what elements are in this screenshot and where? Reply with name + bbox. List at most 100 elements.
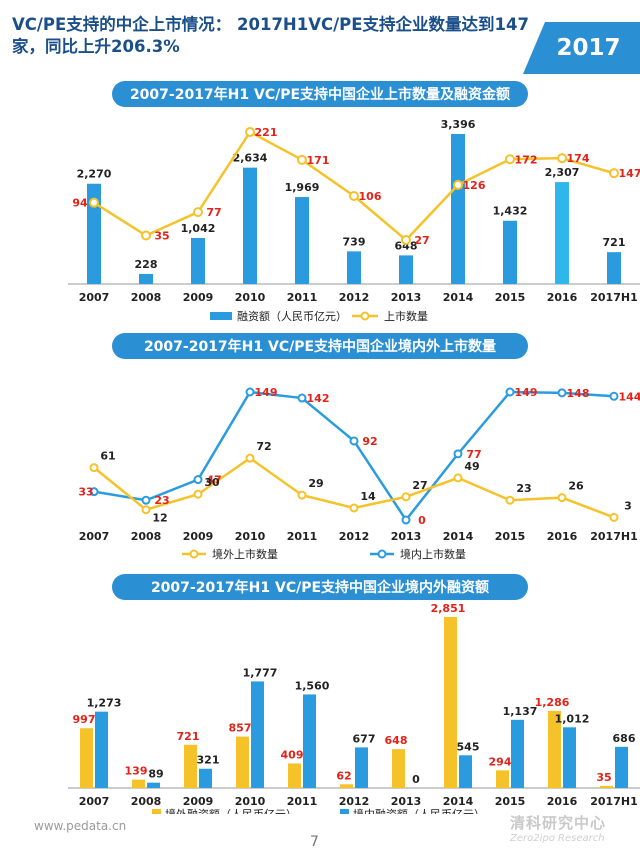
domestic-value-label: 23 [154,494,169,507]
x-tick-label: 2014 [443,291,474,304]
x-tick-label: 2017H1 [590,795,637,808]
legend-marker [360,311,370,321]
x-tick-label: 2013 [391,530,422,543]
x-tick-label: 2011 [287,291,318,304]
line-value-label: 221 [255,126,278,139]
bar-value-label: 2,270 [77,168,112,181]
bar-value-label: 1,432 [493,205,528,218]
domestic-value-label: 144 [619,390,640,403]
bar-domestic [147,782,160,788]
legend-label: 境内上市数量 [400,547,466,561]
domestic-value-label: 1,137 [503,705,538,718]
line-point [609,512,619,522]
page-headline: VC/PE支持的中企上市情况： 2017H1VC/PE支持企业数量达到147家，… [12,15,529,56]
line-point [557,153,567,164]
line-point [297,154,307,165]
bar-domestic [615,746,628,788]
domestic-value-label: 33 [78,486,93,499]
x-tick-label: 2009 [183,530,214,543]
overseas-value-label: 409 [281,748,304,761]
domestic-value-label: 149 [255,386,278,399]
x-tick-label: 2015 [495,530,526,543]
legend-label: 境外融资额（人民币亿元） [165,807,297,814]
x-tick-label: 2009 [183,291,214,304]
bar-overseas [132,779,145,788]
legend-marker [377,549,387,559]
overseas-value-label: 35 [596,771,611,784]
x-tick-label: 2007 [79,291,110,304]
line-point [557,388,567,398]
legend-label: 境内融资额（人民币亿元） [353,807,485,814]
x-tick-label: 2014 [443,795,474,808]
overseas-value-label: 72 [256,440,271,453]
x-tick-label: 2009 [183,795,214,808]
overseas-value-label: 62 [336,769,351,782]
brand-logo: 清科研究中心 Zero2ipo Research [510,814,607,844]
line-point [401,515,411,525]
footer-url[interactable]: www.pedata.cn [34,819,127,833]
chart2-title: 2007-2017年H1 VC/PE支持中国企业境内外上市数量 [112,333,528,359]
bar-domestic [563,727,576,788]
line-point [141,495,151,505]
bar-overseas [184,744,197,788]
chart3-title: 2007-2017年H1 VC/PE支持中国企业境内外融资额 [112,574,528,600]
x-tick-label: 2010 [235,795,266,808]
bar-financing [87,183,101,284]
x-tick-label: 2013 [391,795,422,808]
overseas-value-label: 26 [568,480,584,493]
domestic-value-label: 0 [412,773,420,786]
line-value-label: 147 [619,167,640,180]
overseas-value-label: 49 [464,460,479,473]
legend-swatch-bar [210,312,232,320]
bar-domestic [251,681,264,788]
bar-domestic [95,711,108,788]
line-point [245,453,255,463]
overseas-value-label: 30 [204,476,220,489]
x-tick-label: 2013 [391,291,422,304]
x-tick-label: 2008 [131,291,162,304]
bar-overseas [600,785,613,788]
bar-financing [295,197,309,284]
line-value-label: 174 [567,152,590,165]
overseas-value-label: 997 [73,713,96,726]
bar-financing [399,255,413,284]
line-point [245,387,255,397]
bar-overseas [392,749,405,788]
line-point [89,197,99,208]
bar-value-label: 1,042 [181,222,216,235]
line-point [141,505,151,515]
bar-overseas [236,736,249,788]
legend-marker [189,549,199,559]
bar-value-label: 721 [603,236,626,249]
line-point [505,495,515,505]
x-tick-label: 2010 [235,291,266,304]
x-tick-label: 2007 [79,795,110,808]
domestic-value-label: 1,273 [87,697,122,710]
bar-value-label: 2,634 [233,152,268,165]
overseas-value-label: 139 [125,765,148,778]
x-tick-label: 2017H1 [590,530,637,543]
line-point [193,207,203,218]
bar-overseas [496,770,509,788]
overseas-value-label: 27 [412,479,427,492]
domestic-value-label: 321 [197,754,220,767]
line-value-label: 171 [307,154,330,167]
overseas-value-label: 648 [385,734,408,747]
x-tick-label: 2012 [339,530,370,543]
bar-overseas [340,784,353,788]
x-tick-label: 2010 [235,530,266,543]
legend-label: 上市数量 [384,309,428,323]
x-tick-label: 2012 [339,795,370,808]
line-point [193,489,203,499]
domestic-value-label: 142 [307,392,330,405]
line-point [193,475,203,485]
line-value-label: 77 [206,206,221,219]
line-value-label: 172 [515,153,538,166]
chart1-title: 2007-2017年H1 VC/PE支持中国企业上市数量及融资金额 [112,81,528,107]
line-point [505,154,515,165]
overseas-value-label: 294 [489,755,512,768]
x-tick-label: 2011 [287,530,318,543]
x-tick-label: 2008 [131,530,162,543]
bar-financing [243,167,257,284]
line-point [89,487,99,497]
